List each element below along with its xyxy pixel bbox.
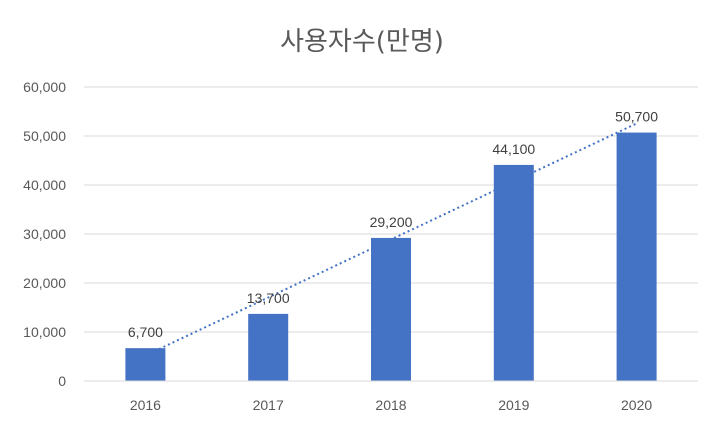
data-label: 50,700 [615, 109, 658, 125]
data-label: 44,100 [492, 141, 535, 157]
data-label: 6,700 [128, 324, 163, 340]
x-tick-label: 2020 [621, 397, 652, 413]
bar-2020 [616, 132, 657, 381]
trendline [144, 122, 638, 357]
bar-2017 [248, 313, 289, 381]
data-label: 13,700 [247, 290, 290, 306]
bar-2018 [371, 237, 411, 381]
y-tick-label: 10,000 [23, 324, 66, 340]
data-labels: 6,700 13,700 29,200 44,100 50,700 [128, 109, 658, 341]
y-tick-label: 50,000 [23, 128, 66, 144]
chart-title: 사용자수(만명) [280, 27, 444, 57]
x-axis-ticks: 2016 2017 2018 2019 2020 [130, 397, 653, 413]
y-tick-label: 30,000 [23, 226, 66, 242]
x-tick-label: 2016 [130, 397, 161, 413]
bar-2016 [125, 348, 166, 381]
y-axis-ticks: 0 10,000 20,000 30,000 40,000 50,000 60,000 [23, 79, 66, 389]
x-tick-label: 2019 [498, 397, 529, 413]
x-tick-label: 2017 [253, 397, 284, 413]
y-tick-label: 20,000 [23, 275, 66, 291]
y-tick-label: 0 [58, 373, 66, 389]
y-tick-label: 60,000 [23, 79, 66, 95]
bar-2019 [493, 164, 534, 381]
data-label: 29,200 [370, 214, 413, 230]
gridlines [84, 86, 698, 333]
bars [125, 132, 657, 381]
x-tick-label: 2018 [375, 397, 406, 413]
y-tick-label: 40,000 [23, 177, 66, 193]
